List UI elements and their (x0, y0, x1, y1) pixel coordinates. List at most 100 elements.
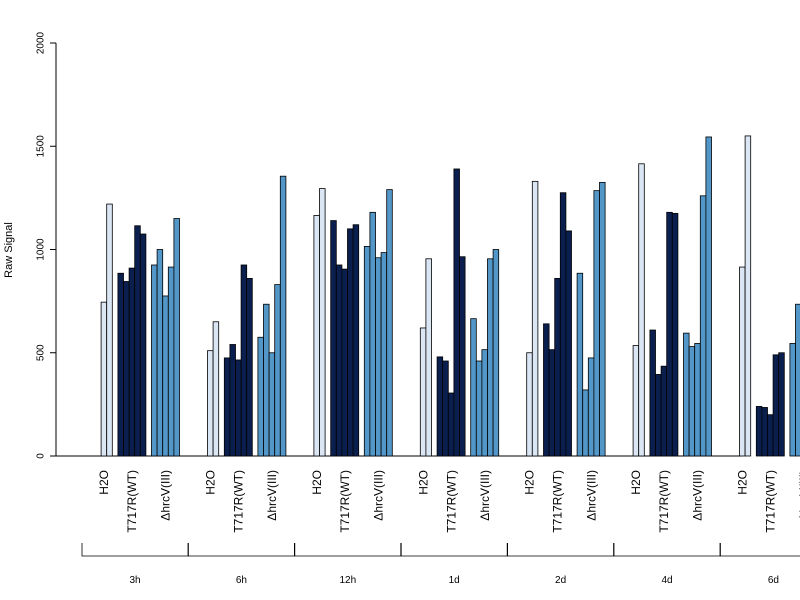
condition-label: H2O (97, 470, 111, 495)
bar (789, 343, 796, 457)
bar (425, 258, 432, 457)
condition-label: ΔhrcV(III) (159, 470, 173, 521)
bar (279, 175, 287, 457)
group-bracket (81, 543, 189, 557)
group-bracket (720, 543, 800, 557)
group-bracket (507, 543, 614, 557)
bar (212, 321, 220, 457)
condition-label: T717R(WT) (764, 470, 778, 533)
bar (268, 352, 276, 457)
condition-label: ΔhrcV(III) (478, 470, 492, 521)
y-tick-label: 1500 (36, 135, 47, 158)
bar (632, 345, 640, 457)
bar (223, 357, 231, 457)
condition-label: ΔhrcV(III) (584, 470, 598, 521)
group-label: 1d (449, 575, 460, 586)
condition-label: H2O (204, 470, 218, 495)
bar (207, 350, 214, 457)
bar (526, 352, 533, 457)
bar (459, 256, 466, 457)
bar (419, 327, 427, 457)
y-tick-label: 0 (36, 453, 47, 459)
bar (106, 203, 113, 457)
group-label: 2d (555, 575, 566, 586)
bar (475, 360, 483, 457)
bar (582, 389, 589, 457)
bar (380, 252, 388, 457)
bar (767, 414, 774, 457)
condition-label: T717R(WT) (338, 470, 352, 533)
condition-label: ΔhrcV(III) (265, 470, 279, 521)
bar (274, 284, 281, 457)
bar (246, 278, 253, 457)
bar (257, 336, 264, 457)
condition-label: T717R(WT) (125, 470, 139, 533)
bar (683, 332, 690, 457)
bar (688, 346, 696, 457)
bar (341, 268, 348, 457)
group-bracket (400, 543, 508, 557)
bar (134, 225, 141, 457)
bar (369, 211, 376, 457)
bar (386, 189, 393, 457)
bar (531, 180, 539, 457)
bar (492, 249, 500, 457)
condition-label: ΔhrcV(III) (372, 470, 386, 521)
condition-label: H2O (736, 470, 750, 495)
x-labels: H2O T717R(WT) ΔhrcV(III) 3h H2O T717R(WT) Δhrc… (81, 470, 800, 586)
bar (162, 295, 169, 457)
group-bracket (613, 543, 721, 557)
bars (100, 135, 800, 457)
condition-label: H2O (310, 470, 324, 495)
bar (554, 278, 561, 457)
bar (229, 344, 236, 457)
bar (599, 181, 606, 457)
bar (319, 188, 326, 457)
group-bracket (294, 543, 402, 557)
bar (755, 406, 763, 457)
bar (543, 323, 550, 457)
condition-label: T717R(WT) (551, 470, 565, 533)
group-label: 6d (768, 575, 779, 586)
bar (156, 249, 164, 457)
bar (666, 211, 673, 457)
bar (576, 272, 584, 457)
condition-label: T717R(WT) (657, 470, 671, 533)
bar (375, 257, 382, 457)
bar (705, 136, 712, 457)
bar (699, 195, 707, 457)
condition-label: ΔhrcV(III) (797, 470, 800, 521)
bar (761, 407, 768, 457)
bar (795, 303, 800, 457)
group-label: 3h (129, 575, 140, 586)
bar (442, 360, 449, 457)
bar (772, 354, 780, 457)
condition-label: ΔhrcV(III) (691, 470, 705, 521)
bar (167, 266, 175, 457)
bar (593, 190, 600, 457)
bar (548, 349, 556, 457)
group-label: 4d (661, 575, 672, 586)
bar (453, 168, 460, 457)
y-axis-title: Raw Signal (3, 222, 15, 278)
condition-label: H2O (523, 470, 537, 495)
bar (649, 329, 656, 457)
y-tick-label: 1000 (36, 238, 47, 261)
bar (565, 230, 572, 457)
condition-label: H2O (416, 470, 430, 495)
bar (744, 135, 752, 457)
bar (487, 258, 494, 457)
bar (671, 212, 679, 457)
condition-label: H2O (629, 470, 643, 495)
bar (335, 264, 343, 457)
bar (330, 220, 337, 457)
condition-label: T717R(WT) (444, 470, 458, 533)
bar (128, 267, 136, 457)
bar (470, 318, 477, 457)
bar (240, 264, 248, 457)
bar (778, 352, 785, 457)
bar (139, 233, 147, 457)
y-tick-label: 2000 (36, 31, 47, 54)
bar (587, 357, 595, 457)
